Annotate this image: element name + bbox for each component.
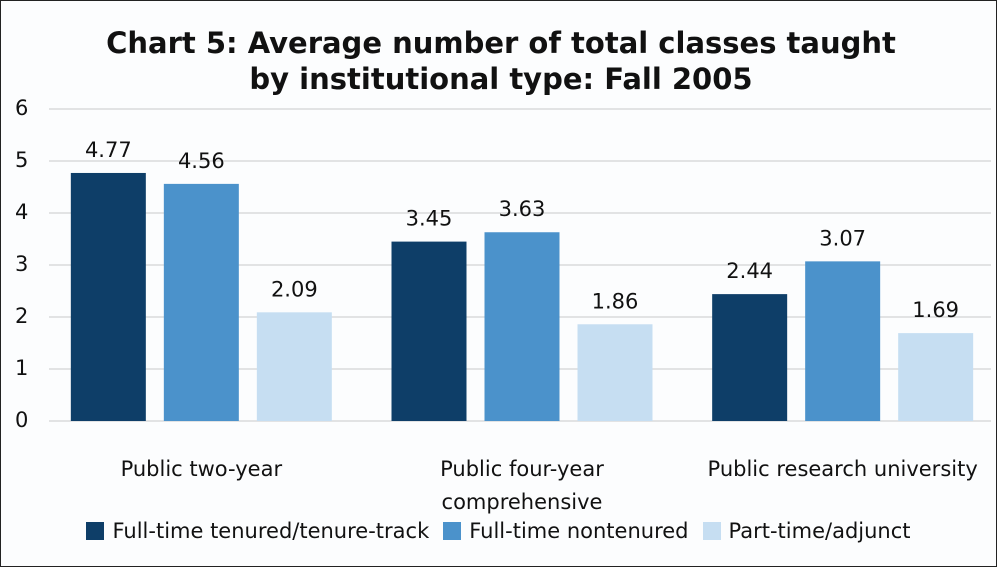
legend-item: Full-time nontenured bbox=[443, 519, 689, 543]
y-tick-label: 5 bbox=[15, 148, 28, 172]
data-label: 1.69 bbox=[912, 298, 959, 322]
legend-item: Part-time/adjunct bbox=[702, 519, 911, 543]
x-tick-label: Public two-year bbox=[120, 457, 283, 481]
y-tick-label: 1 bbox=[15, 356, 28, 380]
bar bbox=[484, 232, 560, 421]
y-tick-label: 6 bbox=[15, 96, 28, 120]
data-label: 3.45 bbox=[406, 207, 453, 231]
chart-subtitle: by institutional type: Fall 2005 bbox=[249, 62, 752, 96]
legend-label: Part-time/adjunct bbox=[728, 519, 911, 543]
y-tick-label: 2 bbox=[15, 304, 28, 328]
data-label: 3.63 bbox=[499, 197, 546, 221]
legend-swatch bbox=[86, 522, 105, 540]
data-label: 1.86 bbox=[592, 289, 639, 313]
chart-title: Chart 5: Average number of total classes… bbox=[106, 26, 896, 60]
bar bbox=[391, 241, 467, 421]
data-label: 4.56 bbox=[178, 149, 225, 173]
legend-swatch bbox=[702, 522, 721, 540]
y-tick-label: 3 bbox=[15, 252, 28, 276]
data-label: 2.09 bbox=[271, 277, 318, 301]
legend-swatch bbox=[443, 522, 462, 540]
data-label: 3.07 bbox=[819, 226, 866, 250]
bar bbox=[577, 324, 653, 421]
y-tick-label: 0 bbox=[15, 408, 28, 432]
bar bbox=[163, 183, 239, 421]
legend-label: Full-time tenured/tenure-track bbox=[112, 519, 430, 543]
bar bbox=[805, 261, 881, 421]
data-label: 2.44 bbox=[726, 259, 773, 283]
bar bbox=[712, 294, 788, 421]
legend: Full-time tenured/tenure-track Full-time … bbox=[1, 519, 996, 543]
bar bbox=[256, 312, 332, 421]
y-tick-label: 4 bbox=[15, 200, 28, 224]
legend-label: Full-time nontenured bbox=[469, 519, 689, 543]
data-label: 4.77 bbox=[85, 138, 132, 162]
x-tick-label: Public four-year comprehensive bbox=[440, 457, 604, 514]
bar bbox=[70, 172, 146, 421]
bar bbox=[898, 333, 974, 421]
x-tick-label: Public research university bbox=[707, 457, 978, 481]
legend-item: Full-time tenured/tenure-track bbox=[86, 519, 429, 543]
